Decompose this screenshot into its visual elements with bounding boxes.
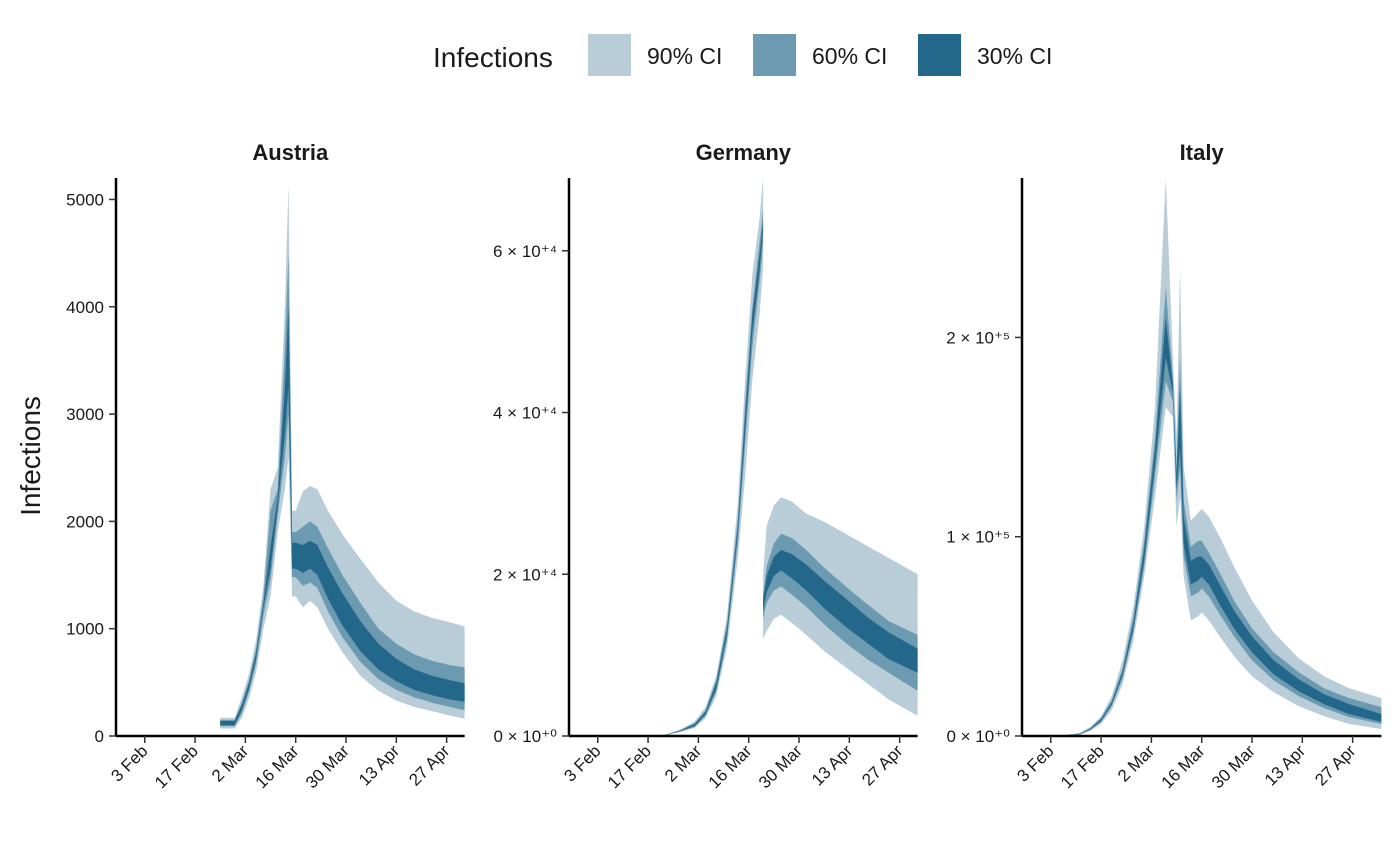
legend: Infections 90% CI 60% CI 30% CI	[433, 34, 1052, 76]
legend-key-2	[753, 34, 796, 76]
y-axis-label: Infections	[15, 396, 46, 516]
y-tick-label: 0 × 10⁺⁰	[493, 727, 557, 746]
legend-label-2: 60% CI	[812, 43, 887, 69]
x-tick-label: 27 Apr	[1311, 741, 1359, 789]
y-tick-label: 1000	[66, 620, 104, 639]
y-tick-label: 3000	[66, 405, 104, 424]
panel-title: Germany	[696, 140, 792, 165]
x-tick-label: 27 Apr	[858, 741, 906, 789]
x-tick-label: 13 Apr	[1261, 741, 1309, 789]
y-tick-label: 4000	[66, 298, 104, 317]
x-tick-label: 2 Mar	[661, 741, 705, 785]
x-tick-label: 30 Mar	[302, 741, 353, 792]
legend-key-3	[918, 34, 961, 76]
x-tick-label: 16 Mar	[252, 741, 303, 792]
panel-title: Austria	[252, 140, 329, 165]
legend-label-3: 30% CI	[977, 43, 1052, 69]
x-tick-label: 30 Mar	[1208, 741, 1259, 792]
y-tick-label: 2000	[66, 512, 104, 531]
x-tick-label: 2 Mar	[1114, 741, 1158, 785]
x-tick-label: 17 Feb	[151, 741, 202, 792]
y-tick-label: 1 × 10⁺⁵	[946, 528, 1010, 547]
x-tick-label: 27 Apr	[405, 741, 453, 789]
x-tick-label: 13 Apr	[808, 741, 856, 789]
x-tick-label: 3 Feb	[560, 741, 604, 785]
panel-italy: Italy 0 × 10⁺⁰ 1 × 10⁺⁵ 2 × 10⁺⁵ 3 Feb 17 Feb…	[946, 140, 1382, 792]
y-tick-label: 2 × 10⁺⁵	[946, 328, 1010, 347]
x-tick-label: 16 Mar	[705, 741, 756, 792]
x-tick-label: 16 Mar	[1158, 741, 1209, 792]
band-30-ci	[220, 306, 465, 726]
band-90-ci	[1022, 178, 1382, 736]
y-tick-label: 0	[95, 727, 104, 746]
x-tick-label: 13 Apr	[355, 741, 403, 789]
x-tick-label: 30 Mar	[755, 741, 806, 792]
band-30-ci	[569, 222, 918, 736]
y-tick-label: 0 × 10⁺⁰	[946, 727, 1010, 746]
legend-key-1	[588, 34, 631, 76]
legend-label-1: 90% CI	[647, 43, 722, 69]
legend-title: Infections	[433, 42, 553, 73]
x-tick-label: 17 Feb	[604, 741, 655, 792]
y-tick-label: 2 × 10⁺⁴	[493, 565, 557, 584]
panel-germany: Germany 0 × 10⁺⁰ 2 × 10⁺⁴ 4 × 10⁺⁴ 6 × 10⁺⁴ 3…	[493, 140, 918, 792]
panel-title: Italy	[1180, 140, 1225, 165]
x-tick-label: 3 Feb	[107, 741, 151, 785]
y-tick-label: 4 × 10⁺⁴	[493, 404, 557, 423]
x-tick-label: 17 Feb	[1057, 741, 1108, 792]
x-tick-label: 2 Mar	[208, 741, 252, 785]
y-tick-label: 5000	[66, 190, 104, 209]
y-tick-label: 6 × 10⁺⁴	[493, 242, 557, 261]
x-tick-label: 3 Feb	[1013, 741, 1057, 785]
